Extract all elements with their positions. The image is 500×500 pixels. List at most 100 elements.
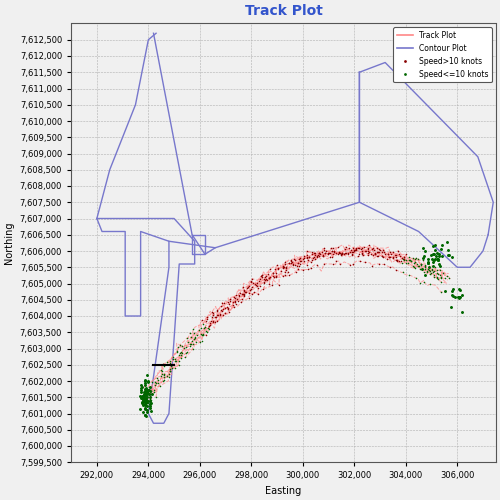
Point xyxy=(142,397,150,405)
Point xyxy=(202,314,210,322)
Point xyxy=(348,252,356,260)
Point xyxy=(142,398,150,406)
Point xyxy=(262,276,270,284)
Point xyxy=(310,251,318,259)
Point xyxy=(189,340,197,348)
Point xyxy=(203,328,211,336)
Point xyxy=(356,257,364,265)
Point xyxy=(205,322,213,330)
Point xyxy=(375,246,383,254)
Point xyxy=(307,264,315,272)
Point xyxy=(140,392,148,400)
Point xyxy=(314,250,322,258)
Point xyxy=(237,298,245,306)
Point xyxy=(337,250,345,258)
Point xyxy=(335,249,343,257)
Point xyxy=(172,357,179,365)
Point xyxy=(213,312,221,320)
Point xyxy=(400,253,408,261)
Point xyxy=(142,385,150,393)
Point xyxy=(308,256,316,264)
Point xyxy=(281,268,289,276)
Point xyxy=(143,406,151,414)
Point xyxy=(365,241,373,249)
Point xyxy=(281,260,289,268)
Point xyxy=(140,388,148,396)
Point xyxy=(167,362,175,370)
Point xyxy=(146,400,154,407)
Point xyxy=(145,390,153,398)
Point xyxy=(141,389,149,397)
Point xyxy=(320,252,328,260)
Point xyxy=(146,402,154,409)
Point xyxy=(163,358,171,366)
Point xyxy=(280,263,288,271)
Point xyxy=(429,258,437,266)
Point xyxy=(180,344,188,352)
Point xyxy=(148,378,156,386)
Point xyxy=(421,271,429,279)
Point xyxy=(144,397,152,405)
Point xyxy=(144,386,152,394)
Point xyxy=(289,260,297,268)
Point xyxy=(195,326,203,334)
Point xyxy=(230,292,238,300)
Point xyxy=(324,250,332,258)
Point xyxy=(386,250,394,258)
Point xyxy=(224,303,232,311)
Point xyxy=(136,406,144,413)
Point xyxy=(230,303,238,311)
Point xyxy=(189,325,197,333)
Point xyxy=(348,260,356,268)
Point xyxy=(362,246,370,254)
Point xyxy=(142,389,150,397)
Point xyxy=(182,344,190,351)
Point xyxy=(165,373,173,381)
Point xyxy=(446,302,454,310)
Point xyxy=(141,410,149,418)
Point xyxy=(405,254,413,262)
Point xyxy=(147,387,155,395)
Point xyxy=(290,254,298,262)
Point xyxy=(429,250,437,258)
Point xyxy=(141,406,149,413)
Point xyxy=(406,272,413,280)
Point xyxy=(182,354,190,362)
Point xyxy=(426,252,434,260)
Point xyxy=(143,402,151,410)
X-axis label: Easting: Easting xyxy=(266,486,302,496)
Point xyxy=(146,387,154,395)
Point xyxy=(364,249,372,257)
Point xyxy=(437,274,445,282)
Point xyxy=(304,266,312,274)
Point xyxy=(251,280,259,288)
Point xyxy=(371,250,379,258)
Point xyxy=(144,386,152,394)
Point xyxy=(326,249,334,257)
Point xyxy=(157,372,165,380)
Point xyxy=(304,256,312,264)
Point xyxy=(352,244,360,252)
Point xyxy=(327,244,335,252)
Point xyxy=(186,330,194,338)
Point xyxy=(244,289,252,297)
Point xyxy=(338,250,346,258)
Point xyxy=(391,252,399,260)
Point xyxy=(441,274,449,282)
Point xyxy=(427,268,435,276)
Point xyxy=(320,260,328,268)
Point xyxy=(205,324,213,332)
Point xyxy=(430,256,438,264)
Point xyxy=(428,266,436,274)
Point xyxy=(368,245,376,253)
Point xyxy=(141,400,149,408)
Point xyxy=(410,258,418,266)
Point xyxy=(219,304,227,312)
Point xyxy=(400,256,407,264)
Point xyxy=(396,250,404,258)
Point xyxy=(144,399,152,407)
Point xyxy=(438,273,446,281)
Point xyxy=(265,280,273,288)
Point xyxy=(188,340,196,348)
Point xyxy=(404,259,411,267)
